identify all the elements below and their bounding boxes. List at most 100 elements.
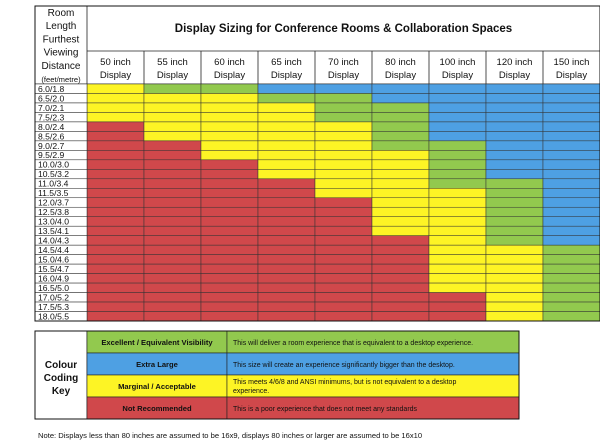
cell-R: [200, 301, 259, 312]
cell-G: [542, 311, 600, 322]
cell-R: [314, 225, 373, 236]
cell-Y: [314, 188, 373, 199]
cell-B: [542, 83, 600, 94]
legend-label: Excellent / Equivalent Visibility: [101, 338, 213, 347]
cell-Y: [428, 225, 487, 236]
cell-Y: [371, 159, 430, 170]
legend-description: This size will create an experience sign…: [233, 362, 455, 369]
row-label: 12.0/3.7: [38, 198, 69, 208]
cell-Y: [371, 225, 430, 236]
cell-Y: [86, 112, 145, 123]
cell-R: [200, 254, 259, 265]
cell-B: [371, 83, 430, 94]
cell-R: [314, 216, 373, 227]
cell-Y: [200, 121, 259, 132]
cell-Y: [257, 121, 316, 132]
cell-Y: [86, 93, 145, 104]
cell-R: [200, 282, 259, 293]
cell-Y: [428, 254, 487, 265]
column-header-size: 55 inch: [157, 57, 188, 68]
cell-Y: [257, 169, 316, 180]
cell-B: [542, 121, 600, 132]
row-label: 14.0/4.3: [38, 236, 69, 246]
legend-description: This is a poor experience that does not …: [233, 406, 418, 413]
cell-R: [371, 244, 430, 255]
cell-Y: [200, 93, 259, 104]
cell-R: [371, 282, 430, 293]
cell-G: [428, 178, 487, 189]
cell-R: [143, 206, 202, 217]
cell-Y: [371, 150, 430, 161]
table-header-area: [34, 5, 600, 85]
chart-title: Display Sizing for Conference Rooms & Co…: [175, 23, 512, 35]
cell-B: [485, 159, 544, 170]
column-header-unit: Display: [214, 70, 245, 81]
cell-R: [371, 311, 430, 322]
cell-B: [428, 131, 487, 142]
row-header-title-line: Length: [46, 21, 77, 32]
cell-B: [542, 197, 600, 208]
row-header-title-line: Viewing: [44, 48, 79, 59]
legend-label: Extra Large: [136, 360, 178, 369]
cell-B: [428, 112, 487, 123]
row-label: 13.0/4.0: [38, 217, 69, 227]
cell-B: [314, 83, 373, 94]
cell-R: [314, 301, 373, 312]
cell-G: [428, 169, 487, 180]
cell-Y: [371, 169, 430, 180]
cell-R: [86, 121, 145, 132]
row-label: 14.5/4.4: [38, 245, 69, 255]
cell-R: [257, 301, 316, 312]
cell-R: [371, 263, 430, 274]
cell-R: [257, 197, 316, 208]
cell-B: [542, 178, 600, 189]
column-header-size: 150 inch: [554, 57, 590, 68]
cell-B: [542, 235, 600, 246]
cell-R: [86, 197, 145, 208]
cell-G: [542, 263, 600, 274]
cell-B: [485, 112, 544, 123]
cell-R: [86, 206, 145, 217]
cell-R: [86, 188, 145, 199]
cell-G: [314, 93, 373, 104]
cell-B: [542, 206, 600, 217]
cell-Y: [314, 178, 373, 189]
cell-R: [371, 301, 430, 312]
column-header-unit: Display: [328, 70, 359, 81]
cell-R: [86, 311, 145, 322]
cell-B: [542, 159, 600, 170]
cell-Y: [86, 83, 145, 94]
column-header-unit: Display: [271, 70, 302, 81]
cell-R: [143, 235, 202, 246]
column-header-size: 80 inch: [385, 57, 416, 68]
footnote: Note: Displays less than 80 inches are a…: [38, 431, 422, 440]
cell-R: [86, 301, 145, 312]
cell-R: [86, 263, 145, 274]
cell-R: [314, 292, 373, 303]
column-header-size: 70 inch: [328, 57, 359, 68]
cell-B: [485, 102, 544, 113]
cell-R: [428, 292, 487, 303]
cell-Y: [485, 263, 544, 274]
cell-Y: [428, 206, 487, 217]
cell-B: [542, 112, 600, 123]
cell-R: [200, 178, 259, 189]
cell-Y: [143, 93, 202, 104]
cell-G: [542, 244, 600, 255]
cell-Y: [485, 292, 544, 303]
cell-R: [200, 273, 259, 284]
legend-description: experience.: [233, 388, 269, 395]
legend-border: [34, 330, 520, 420]
cell-R: [314, 254, 373, 265]
cell-R: [143, 150, 202, 161]
cell-Y: [314, 159, 373, 170]
cell-G: [371, 102, 430, 113]
cell-R: [86, 150, 145, 161]
cell-G: [542, 282, 600, 293]
cell-Y: [428, 282, 487, 293]
cell-R: [314, 263, 373, 274]
cell-R: [86, 169, 145, 180]
cell-Y: [143, 102, 202, 113]
cell-R: [200, 263, 259, 274]
cell-G: [428, 140, 487, 151]
